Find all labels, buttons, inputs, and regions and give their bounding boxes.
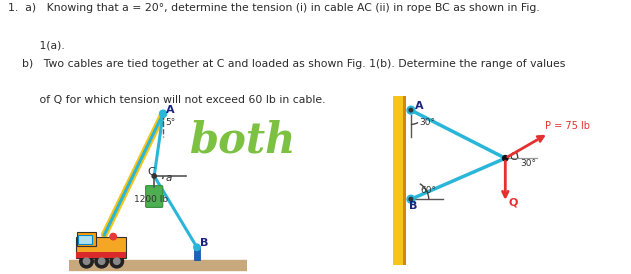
Circle shape	[407, 195, 415, 203]
Text: 60°: 60°	[421, 186, 437, 195]
Bar	[76, 238, 126, 258]
Circle shape	[152, 174, 156, 178]
Text: 1200 lb: 1200 lb	[134, 195, 168, 204]
Bar	[194, 246, 199, 260]
Text: 30°: 30°	[419, 118, 435, 127]
Bar	[403, 96, 406, 265]
Bar	[76, 252, 126, 258]
Circle shape	[503, 156, 508, 161]
Circle shape	[194, 244, 200, 250]
Circle shape	[407, 106, 415, 114]
Text: C: C	[509, 152, 517, 162]
Circle shape	[110, 233, 117, 240]
Text: both: both	[190, 120, 296, 162]
Bar	[393, 96, 406, 265]
Circle shape	[160, 110, 167, 117]
Bar	[78, 235, 92, 244]
Circle shape	[95, 254, 109, 268]
Text: Q: Q	[509, 198, 518, 207]
Bar	[69, 260, 247, 270]
Circle shape	[110, 254, 124, 268]
Text: 1.  a)   Knowing that a = 20°, determine the tension (i) in cable AC (ii) in rop: 1. a) Knowing that a = 20°, determine th…	[8, 3, 540, 13]
Text: 30°: 30°	[520, 159, 536, 168]
Bar	[77, 232, 97, 246]
Circle shape	[98, 258, 105, 264]
Text: B: B	[199, 238, 208, 247]
Text: C: C	[148, 167, 155, 177]
Text: b)   Two cables are tied together at C and loaded as shown Fig. 1(b). Determine : b) Two cables are tied together at C and…	[8, 59, 565, 69]
Circle shape	[80, 254, 93, 268]
Text: A: A	[167, 105, 175, 115]
FancyBboxPatch shape	[146, 186, 163, 207]
Circle shape	[409, 197, 413, 201]
Text: $\it{a}$: $\it{a}$	[165, 173, 172, 183]
Text: A: A	[415, 101, 423, 111]
Text: 5°: 5°	[165, 118, 175, 127]
Text: of Q for which tension will not exceed 60 lb in cable.: of Q for which tension will not exceed 6…	[8, 95, 325, 105]
Circle shape	[409, 109, 413, 112]
Text: 1(a).: 1(a).	[8, 41, 64, 50]
Text: P = 75 lb: P = 75 lb	[545, 121, 590, 131]
Circle shape	[83, 258, 90, 264]
Text: B: B	[410, 201, 418, 211]
Circle shape	[114, 258, 120, 264]
